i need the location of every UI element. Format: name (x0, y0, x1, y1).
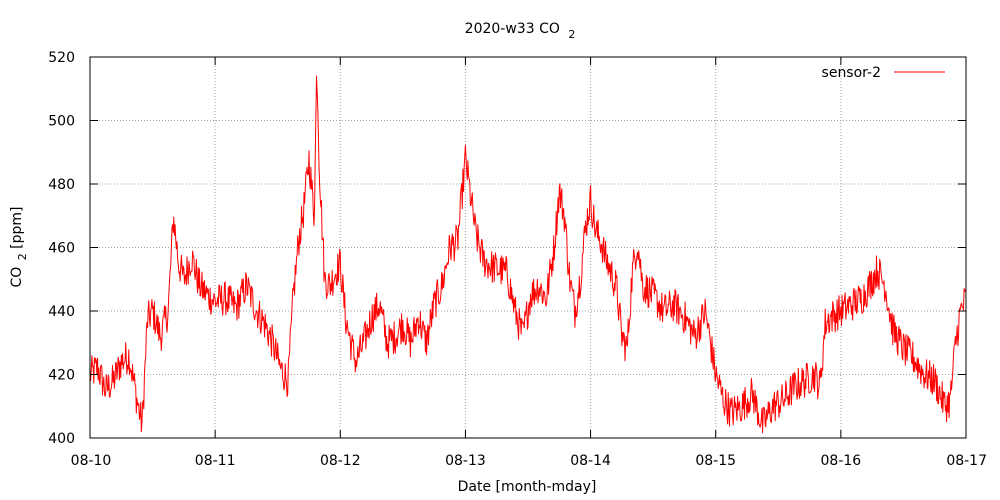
series-layer (89, 75, 967, 434)
tick-marks (89, 56, 967, 439)
y-tick-label: 460 (48, 241, 75, 257)
series-line-sensor-2 (89, 75, 967, 434)
x-tick-label: 08-15 (695, 453, 736, 469)
x-tick-label: 08-12 (320, 453, 361, 469)
legend-label: sensor-2 (822, 65, 881, 81)
grid (90, 57, 966, 438)
y-tick-labels: 400 420 440 460 480 500 520 (48, 50, 75, 447)
chart-title-subscript: 2 (568, 28, 575, 41)
x-tick-label: 08-14 (570, 453, 611, 469)
x-tick-label: 08-11 (195, 453, 236, 469)
x-tick-label: 08-16 (821, 453, 862, 469)
y-tick-label: 440 (48, 304, 75, 320)
x-tick-label: 08-10 (71, 453, 112, 469)
y-axis-label-subscript: 2 (16, 253, 29, 260)
y-tick-label: 420 (48, 368, 75, 384)
y-axis-label-main: CO (9, 267, 25, 288)
y-tick-label: 500 (48, 114, 75, 130)
chart-title: 2020-w33 CO 2 (465, 21, 576, 41)
y-axis-label-unit: [ppm] (9, 206, 25, 248)
x-tick-labels: 08-10 08-11 08-12 08-13 08-14 08-15 08-16 08-17 (71, 453, 987, 469)
x-tick-label: 08-13 (445, 453, 486, 469)
chart-title-main: 2020-w33 CO (465, 21, 560, 37)
y-tick-label: 480 (48, 177, 75, 193)
y-axis-label: CO 2 [ppm] (9, 206, 30, 287)
y-tick-label: 400 (48, 431, 75, 447)
legend: sensor-2 (822, 65, 945, 81)
x-axis-label: Date [month-mday] (458, 479, 597, 495)
y-tick-label: 520 (48, 50, 75, 66)
x-tick-label: 08-17 (946, 453, 987, 469)
